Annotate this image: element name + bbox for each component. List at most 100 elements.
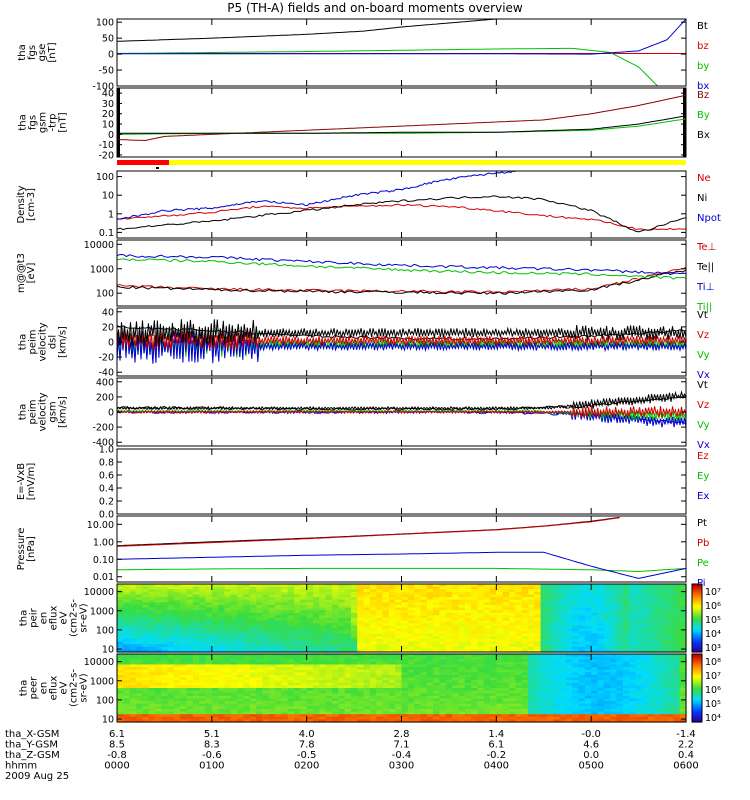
spectrogram-cell <box>629 656 637 660</box>
spectrogram-cell <box>395 597 403 601</box>
spectrogram-cell <box>395 661 403 666</box>
spectrogram-cell <box>477 714 485 718</box>
spectrogram-cell <box>546 677 554 681</box>
spectrogram-cell <box>679 669 687 673</box>
spectrogram-cell <box>667 649 674 653</box>
spectrogram-cell <box>603 589 611 593</box>
spectrogram-cell <box>648 685 655 689</box>
spectrogram-cell <box>180 636 188 640</box>
spectrogram-cell <box>572 584 580 588</box>
spectrogram-cell <box>186 618 194 622</box>
spectrogram-cell <box>483 641 491 645</box>
spectrogram-cell <box>420 682 428 686</box>
spectrogram-cell <box>192 654 200 658</box>
spectrogram-cell <box>553 599 561 603</box>
spectrogram-cell <box>464 586 472 590</box>
spectrogram-cell <box>319 706 327 710</box>
spectrogram-cell <box>660 644 668 648</box>
spectrogram-cell <box>584 680 592 684</box>
spectrogram-cell <box>117 646 124 650</box>
spectrogram-cell <box>471 674 478 679</box>
spectrogram-cell <box>553 711 561 715</box>
spectrogram-cell <box>540 607 548 611</box>
spectrogram-cell <box>496 620 504 624</box>
spectrogram-cell <box>534 631 542 635</box>
spectrogram-cell <box>673 654 681 658</box>
spectrogram-cell <box>502 586 510 590</box>
spectrogram-cell <box>338 701 346 705</box>
spectrogram-cell <box>338 589 346 593</box>
spectrogram-cell <box>540 615 548 619</box>
spectrogram-cell <box>534 719 542 723</box>
spectrogram-cell <box>192 682 200 686</box>
spectrogram-cell <box>635 644 643 648</box>
spectrogram-cell <box>477 664 485 668</box>
spectrogram-cell <box>584 594 592 598</box>
spectrogram-cell <box>515 664 523 668</box>
spectrogram-cell <box>679 620 687 624</box>
spectrogram-cell <box>369 667 377 671</box>
spectrogram-cell <box>306 669 314 673</box>
spectrogram-cell <box>388 690 396 694</box>
spectrogram-cell <box>243 602 251 606</box>
spectrogram-cell <box>515 610 523 614</box>
spectrogram-cell <box>357 591 365 596</box>
spectrogram-cell <box>546 646 554 650</box>
spectrogram-cell <box>521 701 529 705</box>
spectrogram-cell <box>161 649 169 653</box>
spectrogram-cell <box>490 610 497 614</box>
spectrogram-cell <box>458 615 466 619</box>
spectrogram-cell <box>256 682 264 686</box>
spectrogram-cell <box>268 589 276 593</box>
colorbar-cell <box>692 633 702 637</box>
spectrogram-cell <box>483 597 491 601</box>
spectrogram-cell <box>275 711 282 715</box>
spectrogram-cell <box>578 604 586 609</box>
spectrogram-cell <box>546 698 554 702</box>
spectrogram-cell <box>414 649 422 653</box>
spectrogram-cell <box>281 656 289 660</box>
spectrogram-cell <box>205 586 213 590</box>
spectrogram-cell <box>249 586 257 590</box>
spectrogram-cell <box>534 682 542 686</box>
spectrogram-cell <box>660 703 668 707</box>
spectrogram-cell <box>287 633 295 637</box>
spectrogram-cell <box>401 612 409 616</box>
spectrogram-cell <box>578 591 586 596</box>
spectrogram-cell <box>433 594 441 598</box>
spectrogram-cell <box>527 701 535 705</box>
spectrogram-cell <box>306 701 314 705</box>
spectrogram-cell <box>660 659 668 663</box>
spectrogram-cell <box>521 604 529 609</box>
spectrogram-cell <box>534 586 542 590</box>
spectrogram-cell <box>224 669 232 673</box>
spectrogram-cell <box>376 706 384 710</box>
spectrogram-cell <box>654 594 662 598</box>
spectrogram-cell <box>578 677 586 681</box>
spectrogram-cell <box>527 623 535 627</box>
spectrogram-cell <box>363 682 371 686</box>
spectrogram-cell <box>142 625 150 630</box>
spectrogram-cell <box>173 664 181 668</box>
spectrogram-cell <box>464 649 472 653</box>
spectrogram-cell <box>597 599 605 603</box>
spectrogram-cell <box>490 685 497 689</box>
spectrogram-cell <box>667 604 674 609</box>
spectrogram-cell <box>154 604 162 609</box>
colorbar-cell <box>692 676 702 680</box>
spectrogram-cell <box>331 586 339 590</box>
spectrogram-cell <box>540 677 548 681</box>
spectrogram-cell <box>420 690 428 694</box>
spectrogram-cell <box>325 649 333 653</box>
spectrogram-cell <box>262 664 270 668</box>
spectrogram-cell <box>129 636 137 640</box>
spectrogram-cell <box>490 636 497 640</box>
spectrogram-cell <box>553 672 561 676</box>
spectrogram-cell <box>357 625 365 630</box>
spectrogram-cell <box>211 631 219 635</box>
spectrogram-cell <box>559 602 567 606</box>
spectrogram-cell <box>572 711 580 715</box>
spectrogram-cell <box>325 591 333 596</box>
spectrogram-cell <box>572 706 580 710</box>
spectrogram-cell <box>622 719 630 723</box>
